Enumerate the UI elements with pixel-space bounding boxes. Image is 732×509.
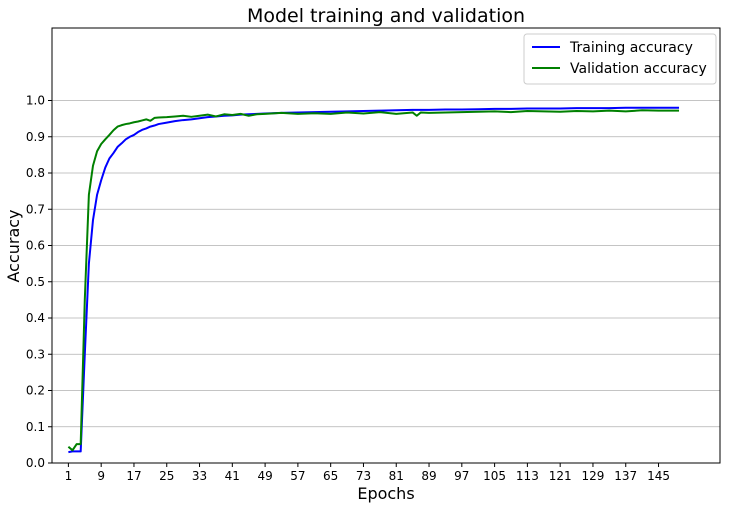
y-tick-label: 0.0 xyxy=(26,456,45,470)
legend-label: Training accuracy xyxy=(569,40,693,56)
x-tick-label: 137 xyxy=(614,469,637,483)
x-tick-label: 89 xyxy=(421,469,436,483)
x-tick-label: 81 xyxy=(389,469,404,483)
x-tick-label: 129 xyxy=(582,469,605,483)
x-tick-label: 25 xyxy=(159,469,174,483)
x-tick-label: 105 xyxy=(483,469,506,483)
x-tick-label: 33 xyxy=(192,469,207,483)
x-tick-label: 65 xyxy=(323,469,338,483)
x-tick-label: 145 xyxy=(647,469,670,483)
x-tick-label: 1 xyxy=(65,469,73,483)
x-tick-label: 17 xyxy=(126,469,141,483)
x-tick-label: 49 xyxy=(257,469,272,483)
validation-accuracy-line xyxy=(67,109,680,452)
y-axis-title: Accuracy xyxy=(4,209,23,282)
x-tick-label: 41 xyxy=(225,469,240,483)
y-tick-label: 0.2 xyxy=(26,384,45,398)
x-tick-label: 57 xyxy=(290,469,305,483)
y-tick-label: 0.9 xyxy=(26,130,45,144)
legend-box xyxy=(523,33,717,85)
x-tick-label: 121 xyxy=(549,469,572,483)
gridlines xyxy=(52,100,720,464)
x-axis-ticks: 1 9 17 25 33 41 49 57 65 73 81 89 97 105 113 121 129 137 1… xyxy=(65,463,670,483)
y-tick-label: 0.3 xyxy=(26,347,45,361)
training-accuracy-line xyxy=(68,106,680,454)
x-tick-label: 113 xyxy=(516,469,539,483)
y-tick-label: 0.1 xyxy=(26,420,45,434)
chart-title: Model training and validation xyxy=(247,5,525,27)
x-tick-label: 97 xyxy=(454,469,469,483)
y-tick-label: 0.4 xyxy=(26,311,45,325)
y-tick-label: 1.0 xyxy=(26,94,45,108)
y-tick-label: 0.7 xyxy=(26,202,45,216)
x-axis-title: Epochs xyxy=(357,484,414,503)
x-tick-label: 73 xyxy=(356,469,371,483)
x-tick-label: 9 xyxy=(97,469,105,483)
y-tick-label: 0.5 xyxy=(26,275,45,289)
series-lines xyxy=(67,106,680,454)
y-tick-label: 0.6 xyxy=(26,239,45,253)
legend-label: Validation accuracy xyxy=(570,61,707,77)
y-tick-label: 0.8 xyxy=(26,166,45,180)
y-axis-ticks: 0.0 0.1 0.2 0.3 0.4 0.5 0.6 0.7 0.8 0.9 1.0 xyxy=(26,94,52,470)
legend: Training accuracy Validation accuracy xyxy=(523,33,717,85)
